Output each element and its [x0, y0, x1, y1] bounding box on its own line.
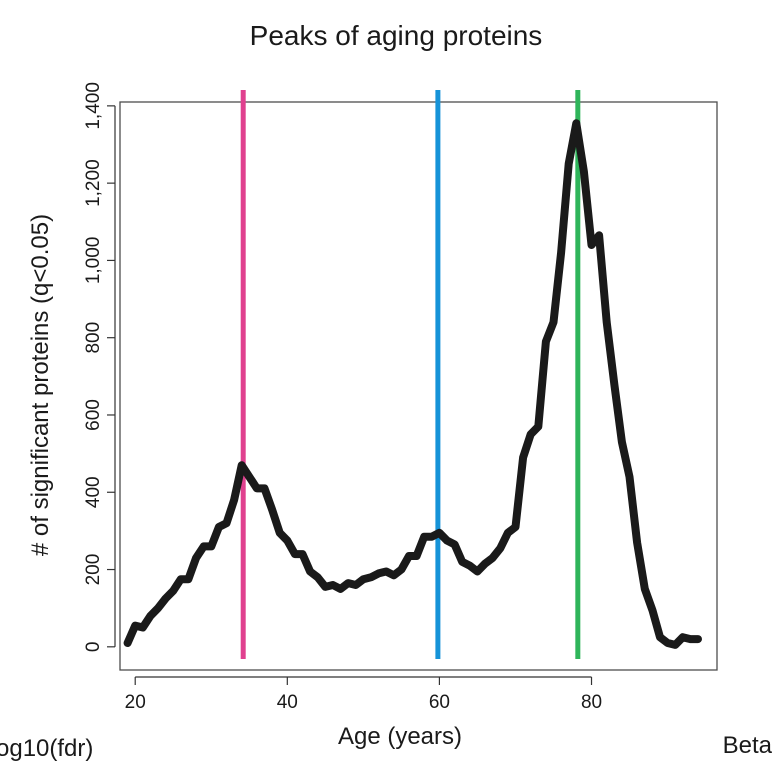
- series-line: [123, 119, 702, 649]
- y-tick-label: 400: [83, 476, 104, 508]
- series-layer: [123, 119, 702, 649]
- y-tick-label: 1,400: [83, 82, 104, 130]
- x-tick-label: 40: [277, 692, 298, 713]
- y-tick-label: 1,200: [83, 159, 104, 207]
- y-axis: 0 200 400 600 800 1,000 1,200 1,400: [83, 82, 116, 653]
- cropped-label-left: og10(fdr): [0, 735, 94, 762]
- x-axis: 20 40 60 80: [125, 676, 602, 713]
- y-tick-label: 1,000: [83, 237, 104, 285]
- reference-lines: [240, 90, 581, 659]
- cropped-label-right: Beta: [722, 732, 772, 759]
- y-tick-label: 800: [83, 322, 104, 354]
- x-tick-label: 60: [429, 692, 450, 713]
- y-tick-label: 600: [83, 399, 104, 431]
- y-axis-label: # of significant proteins (q<0.05): [27, 214, 54, 556]
- y-tick-label: 200: [83, 554, 104, 586]
- x-tick-label: 20: [125, 692, 146, 713]
- plot-frame: [119, 101, 718, 671]
- y-tick-label: 0: [83, 642, 104, 653]
- chart-title: Peaks of aging proteins: [250, 20, 543, 51]
- x-axis-label: Age (years): [338, 723, 462, 750]
- x-tick-label: 80: [581, 692, 602, 713]
